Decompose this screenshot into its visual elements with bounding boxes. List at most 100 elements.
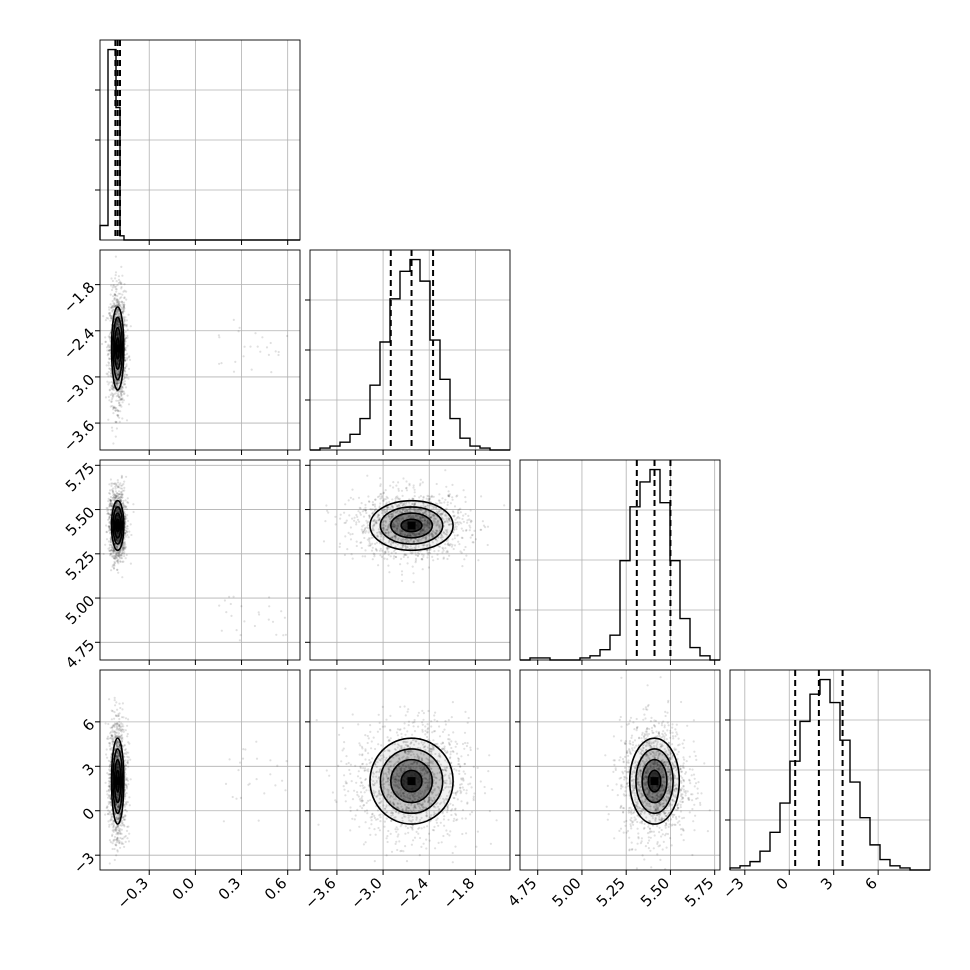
scatter-point — [286, 334, 289, 338]
scatter-point — [110, 482, 113, 485]
scatter-point — [126, 534, 129, 537]
scatter-point — [124, 531, 127, 534]
scatter-point — [239, 634, 242, 637]
scatter-point — [104, 340, 107, 344]
scatter-point — [343, 553, 346, 557]
scatter-point — [132, 503, 135, 506]
scatter-point — [358, 520, 361, 523]
scatter-point — [116, 479, 119, 482]
scatter-point — [132, 510, 135, 514]
scatter-point — [254, 332, 257, 335]
scatter-point — [113, 302, 116, 305]
scatter-point — [368, 537, 371, 540]
scatter-point — [115, 844, 118, 847]
scatter-point — [379, 554, 382, 557]
scatter-point — [112, 412, 115, 415]
scatter-point — [452, 547, 455, 551]
scatter-point — [114, 299, 117, 302]
scatter-point — [117, 359, 120, 362]
scatter-point — [118, 315, 121, 318]
scatter-point — [441, 551, 444, 554]
scatter-point — [218, 604, 221, 607]
scatter-point — [117, 300, 120, 303]
scatter-point — [119, 487, 122, 490]
scatter-point — [111, 822, 114, 825]
scatter-point — [126, 513, 129, 517]
scatter-point — [108, 527, 111, 530]
scatter-point — [110, 305, 114, 309]
scatter-point — [117, 300, 120, 303]
scatter-point — [121, 390, 124, 394]
scatter-point — [274, 784, 277, 787]
scatter-point — [218, 362, 221, 365]
scatter-point — [111, 842, 114, 845]
scatter-point — [108, 781, 111, 784]
scatter-point — [116, 331, 119, 334]
scatter-point — [125, 290, 128, 293]
scatter-point — [111, 308, 114, 311]
scatter-point — [126, 501, 129, 504]
scatter-point — [232, 595, 235, 598]
scatter-point — [121, 387, 124, 390]
scatter-point — [114, 407, 117, 410]
scatter-point — [232, 370, 236, 373]
scatter-point — [107, 722, 110, 726]
scatter-point — [122, 305, 125, 308]
scatter-point — [102, 552, 105, 556]
scatter-point — [124, 814, 127, 817]
scatter-point — [366, 524, 369, 527]
scatter-point — [117, 324, 120, 327]
scatter-point — [117, 485, 120, 488]
scatter-point — [105, 346, 109, 349]
scatter-point — [125, 363, 128, 366]
y-tick-label: −1.8 — [60, 278, 98, 316]
scatter-point — [117, 393, 120, 396]
scatter-point — [128, 358, 132, 361]
scatter-point — [116, 415, 120, 418]
scatter-point — [371, 501, 374, 504]
scatter-point — [281, 779, 284, 782]
scatter-point — [401, 494, 404, 497]
scatter-point — [123, 369, 126, 373]
scatter-point — [339, 513, 342, 516]
scatter-point — [126, 373, 129, 376]
scatter-point — [120, 393, 123, 396]
scatter-point — [231, 795, 234, 799]
scatter-point — [111, 429, 114, 432]
scatter-point — [356, 518, 360, 521]
scatter-point — [255, 740, 258, 743]
scatter-point — [117, 321, 120, 324]
scatter-point — [126, 825, 129, 828]
scatter-point — [115, 484, 118, 487]
scatter-point — [359, 513, 362, 516]
scatter-point — [111, 726, 114, 729]
scatter-point — [412, 581, 415, 584]
scatter-point — [107, 375, 110, 378]
scatter-point — [405, 480, 408, 483]
scatter-point — [110, 400, 113, 403]
scatter-point — [117, 310, 120, 313]
scatter-point — [124, 840, 127, 844]
scatter-point — [108, 546, 111, 549]
scatter-point — [116, 380, 119, 383]
scatter-point — [109, 796, 112, 799]
scatter-point — [462, 489, 465, 492]
scatter-point — [126, 732, 129, 736]
scatter-point — [115, 322, 118, 325]
scatter-point — [110, 309, 114, 312]
scatter-point — [124, 367, 127, 370]
scatter-point — [116, 360, 119, 363]
scatter-point — [106, 756, 109, 759]
scatter-point — [110, 316, 113, 319]
scatter-point — [121, 301, 124, 304]
scatter-point — [112, 302, 115, 305]
y-tick-label: −3.6 — [60, 417, 98, 455]
scatter-point — [263, 792, 266, 795]
contour-3 — [112, 316, 124, 381]
scatter-point — [125, 324, 128, 327]
scatter-point — [474, 538, 477, 541]
scatter-point — [112, 405, 115, 408]
scatter-point — [116, 333, 119, 336]
scatter-point — [116, 362, 119, 365]
scatter-point — [108, 823, 111, 826]
